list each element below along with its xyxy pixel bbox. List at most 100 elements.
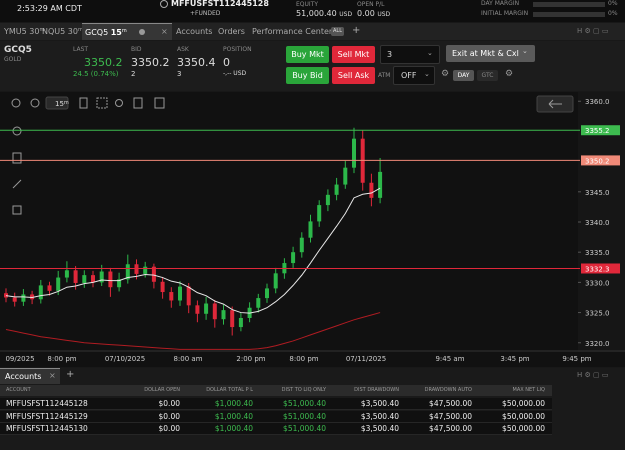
add-tab[interactable]: +: [66, 369, 75, 380]
crosshair-tool[interactable]: [12, 126, 22, 136]
candle-body: [238, 318, 243, 328]
lock-tool[interactable]: [12, 205, 22, 215]
clock: 2:53:29 AM CDT: [17, 4, 82, 13]
buy-bid-button[interactable]: Buy Bid: [286, 67, 329, 84]
exit-button[interactable]: Exit at Mkt & Cxl ⌄: [446, 45, 535, 62]
tab[interactable]: NQU5 30m: [42, 28, 83, 36]
price-tag-label: 3355.2: [585, 127, 610, 135]
candle-body: [369, 182, 374, 198]
close-icon[interactable]: ×: [161, 27, 168, 36]
initial-margin-label: INITIAL MARGIN: [481, 10, 529, 17]
sell-ask-button[interactable]: Sell Ask: [332, 67, 375, 84]
candle-body: [47, 285, 52, 291]
nav-item[interactable]: Orders: [218, 27, 245, 36]
last-price: 3350.2: [84, 56, 123, 69]
column-header: DIST DRAWDOWN: [354, 387, 399, 393]
day-margin-bar: [533, 2, 605, 7]
table-row[interactable]: [0, 410, 552, 423]
line-tool[interactable]: [12, 179, 22, 189]
nav-item[interactable]: Accounts: [176, 27, 213, 36]
candle-body: [169, 292, 174, 301]
x-tick-label: 07/10/2025: [105, 355, 145, 363]
y-tick-label: 3340.0: [585, 219, 610, 227]
nav-item[interactable]: Performance Center: [252, 27, 333, 36]
window-icons[interactable]: H ⚙ ▢ ▭: [577, 371, 609, 379]
window-icons[interactable]: H ⚙ ▢ ▭: [577, 27, 609, 35]
candle-body: [56, 277, 61, 291]
y-tick-label: 3360.0: [585, 98, 610, 106]
table-cell: $1,000.40: [214, 411, 253, 421]
column-header: DRAWDOWN AUTO: [424, 387, 472, 393]
day-button[interactable]: DAY: [453, 70, 474, 81]
table-cell: $0.00: [158, 424, 180, 433]
candle-body: [4, 293, 8, 298]
quantity-select[interactable]: 3 ⌄: [380, 45, 440, 64]
symbol-name: GOLD: [4, 56, 22, 63]
day-margin-label: DAY MARGIN: [481, 0, 520, 7]
nav-badge[interactable]: ALL: [331, 27, 344, 36]
candle-body: [378, 171, 383, 198]
table-cell: $0.00: [158, 411, 180, 421]
table-header: [0, 385, 552, 396]
close-icon[interactable]: ×: [49, 371, 56, 380]
interval-value: 15: [55, 100, 64, 108]
table-cell: $1,000.40: [214, 424, 253, 433]
table-cell: $47,500.00: [429, 399, 472, 408]
interval-button[interactable]: [45, 96, 69, 110]
select-icon[interactable]: [96, 97, 108, 109]
column-header: DOLLAR OPEN: [144, 387, 180, 393]
equity: 51,000.40 USD: [296, 10, 352, 18]
y-tick-label: 3325.0: [585, 310, 610, 318]
account-status: +FUNDED: [190, 10, 221, 17]
table-row[interactable]: [0, 398, 552, 410]
candle-body: [343, 167, 348, 185]
candle-body: [352, 138, 356, 168]
add-tab[interactable]: +: [352, 25, 361, 36]
sell-market-button[interactable]: Sell Mkt: [332, 46, 375, 63]
interval-unit: m: [64, 100, 69, 106]
x-tick-label: 8:00 am: [173, 355, 202, 363]
candle-body: [108, 271, 113, 288]
chart-interval: 15m: [55, 100, 69, 108]
gtc-button[interactable]: GTC: [477, 70, 498, 81]
table-cell: MFFUSFST112445129: [6, 411, 88, 421]
candle-body: [38, 285, 43, 300]
candle-body: [186, 286, 191, 306]
ask-label: ASK: [177, 46, 189, 53]
table-row[interactable]: [0, 423, 552, 435]
account-id[interactable]: MFFUSFST112445128: [171, 0, 269, 8]
candle-body: [178, 286, 182, 301]
note-tool[interactable]: [12, 152, 22, 164]
candle-body: [21, 294, 26, 302]
settings-icon[interactable]: ⚙: [505, 69, 514, 79]
buy-market-button[interactable]: Buy Mkt: [286, 46, 329, 63]
bars-icon[interactable]: [79, 97, 88, 109]
last-label: LAST: [73, 46, 89, 53]
exit-label: Exit at Mkt & Cxl: [452, 49, 519, 58]
accounts-tab[interactable]: Accounts ×: [0, 368, 60, 384]
account-icon: [160, 0, 168, 8]
price-tag: [581, 263, 620, 274]
candle-body: [82, 275, 87, 283]
candle-body: [230, 310, 235, 328]
table-cell: $50,000.00: [502, 399, 545, 408]
candle-body: [195, 305, 200, 314]
candle-body: [12, 297, 17, 302]
settings-icon[interactable]: [115, 99, 123, 107]
zoom-in[interactable]: [11, 98, 21, 108]
tab[interactable]: YMU5 30m: [4, 28, 44, 36]
y-tick-label: 3345.0: [585, 189, 610, 197]
price-tag-label: 3332.3: [585, 265, 610, 273]
active-tab[interactable]: GCQ5 15m ×: [82, 23, 172, 40]
settings-icon[interactable]: ⚙: [441, 69, 450, 79]
column-header: DOLLAR TOTAL P L: [206, 387, 253, 393]
y-tick-label: 3320.0: [585, 340, 610, 348]
zoom-out[interactable]: [30, 98, 40, 108]
template-icon[interactable]: [133, 97, 143, 109]
table-cell: MFFUSFST112445128: [6, 399, 88, 408]
initial-margin: 0%: [608, 10, 618, 17]
candle-body: [273, 273, 278, 289]
atm-select[interactable]: OFF ⌄: [393, 66, 435, 85]
indicator-icon[interactable]: [154, 97, 165, 109]
